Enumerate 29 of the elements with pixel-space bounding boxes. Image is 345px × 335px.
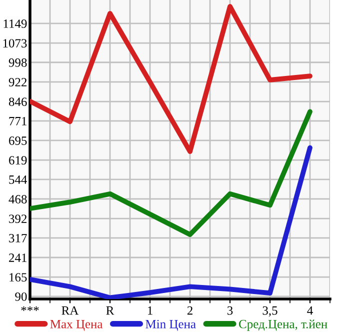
y-tick-label: 1149 [4,20,27,28]
y-tick-label: 771 [9,116,26,126]
x-tick-label: R [106,306,114,315]
y-tick-label: 317 [9,234,27,242]
y-tick-label: 619 [9,156,27,165]
y-tick-label: 695 [9,136,27,145]
y-tick-label: 922 [8,78,27,86]
line-series [30,4,312,154]
legend-label: Max Цена [50,320,103,331]
y-tick-label: 998 [8,58,27,67]
legend-label: Min Цена [146,320,196,331]
y-tick-label: 846 [8,98,27,106]
y-tick-label: 241 [9,254,26,262]
x-tick-label: 3 [227,306,233,315]
y-tick-label: 468 [8,195,27,204]
y-tick-label: 1073 [3,39,27,48]
line-series [30,109,312,237]
x-tick-label: *** [21,306,39,312]
x-tick-label: RA [62,306,79,315]
x-tick-label: 3,5 [262,306,278,317]
x-tick-label: 4 [307,306,313,315]
y-tick-label: 392 [9,214,27,224]
x-tick-label: 1 [148,306,152,315]
line-series [30,145,312,299]
y-tick-label: 90 [15,292,27,301]
y-tick-label: 165 [10,273,27,282]
legend-label: Сред.Цена, т.йен [239,320,328,331]
x-tick-label: 2 [187,306,192,315]
y-tick-label: 544 [9,176,28,184]
